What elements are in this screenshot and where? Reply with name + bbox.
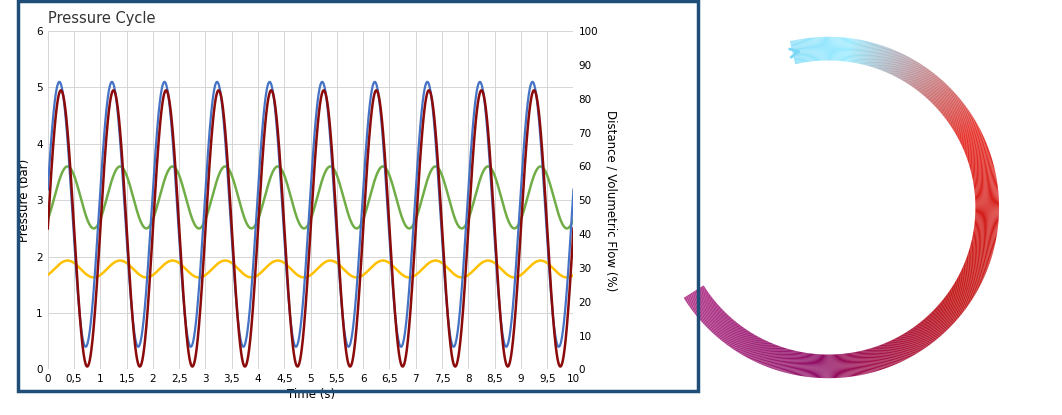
Text: Pressure Cycle: Pressure Cycle <box>48 11 155 26</box>
Y-axis label: Distance / Volumetric Flow (%): Distance / Volumetric Flow (%) <box>604 110 617 291</box>
Y-axis label: Pressure (bar): Pressure (bar) <box>18 159 31 242</box>
X-axis label: Time (s): Time (s) <box>287 388 335 401</box>
